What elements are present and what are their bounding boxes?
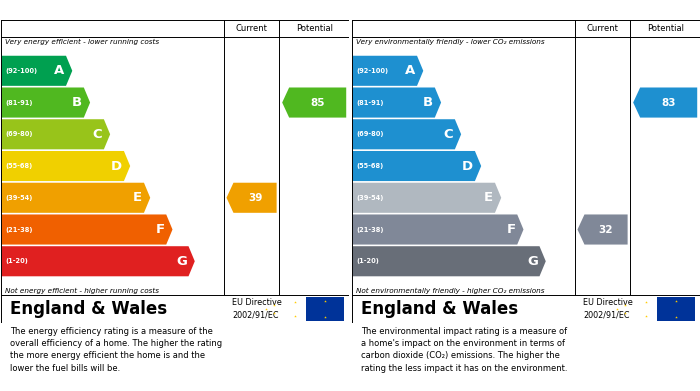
Text: C: C [92,128,102,141]
Text: Current: Current [236,24,267,33]
Text: England & Wales: England & Wales [360,300,518,318]
Text: (21-38): (21-38) [356,226,384,233]
Text: 32: 32 [598,224,613,235]
Text: (1-20): (1-20) [5,258,28,264]
Text: Potential: Potential [295,24,332,33]
Polygon shape [1,151,130,181]
Text: (55-68): (55-68) [5,163,32,169]
Polygon shape [1,88,90,118]
Text: B: B [423,96,433,109]
Text: EU Directive
2002/91/EC: EU Directive 2002/91/EC [583,298,634,320]
Text: D: D [462,160,473,172]
Text: (1-20): (1-20) [356,258,379,264]
Text: Environmental Impact (CO₂) Rating: Environmental Impact (CO₂) Rating [360,4,593,16]
Polygon shape [1,183,150,213]
Text: Not energy efficient - higher running costs: Not energy efficient - higher running co… [5,287,159,294]
Bar [305,297,344,321]
Text: Current: Current [587,24,619,33]
Text: G: G [527,255,538,268]
Text: EU Directive
2002/91/EC: EU Directive 2002/91/EC [232,298,282,320]
Polygon shape [352,56,424,86]
Polygon shape [352,183,501,213]
Polygon shape [1,56,72,86]
Polygon shape [578,215,628,244]
Text: (81-91): (81-91) [356,100,384,106]
Text: (39-54): (39-54) [356,195,384,201]
Bar [657,297,695,321]
Polygon shape [282,88,346,118]
Text: G: G [176,255,187,268]
Text: E: E [133,191,142,204]
Text: (39-54): (39-54) [5,195,33,201]
Polygon shape [352,215,524,244]
Polygon shape [1,119,110,149]
Text: The energy efficiency rating is a measure of the
overall efficiency of a home. T: The energy efficiency rating is a measur… [10,327,222,373]
Polygon shape [352,119,461,149]
Polygon shape [1,215,172,244]
Polygon shape [352,151,481,181]
Text: (81-91): (81-91) [5,100,33,106]
Polygon shape [352,88,441,118]
Text: (92-100): (92-100) [356,68,389,74]
Text: 83: 83 [662,97,676,108]
Text: Not environmentally friendly - higher CO₂ emissions: Not environmentally friendly - higher CO… [356,287,545,294]
Text: F: F [155,223,164,236]
Polygon shape [634,88,697,118]
Text: Very energy efficient - lower running costs: Very energy efficient - lower running co… [5,39,160,45]
Text: E: E [484,191,494,204]
Text: B: B [72,96,82,109]
Text: Energy Efficiency Rating: Energy Efficiency Rating [10,4,172,16]
Text: Very environmentally friendly - lower CO₂ emissions: Very environmentally friendly - lower CO… [356,39,545,45]
Text: A: A [405,64,415,77]
Text: 39: 39 [248,193,262,203]
Text: D: D [111,160,122,172]
Text: F: F [506,223,515,236]
Text: England & Wales: England & Wales [10,300,167,318]
Text: A: A [54,64,64,77]
Text: (92-100): (92-100) [5,68,37,74]
Text: Potential: Potential [647,24,684,33]
Polygon shape [227,183,276,213]
Polygon shape [352,246,546,276]
Text: (21-38): (21-38) [5,226,33,233]
Text: (69-80): (69-80) [5,131,33,137]
Text: C: C [444,128,453,141]
Text: The environmental impact rating is a measure of
a home's impact on the environme: The environmental impact rating is a mea… [360,327,567,373]
Text: (69-80): (69-80) [356,131,384,137]
Text: 85: 85 [310,97,325,108]
Text: (55-68): (55-68) [356,163,384,169]
Polygon shape [1,246,195,276]
